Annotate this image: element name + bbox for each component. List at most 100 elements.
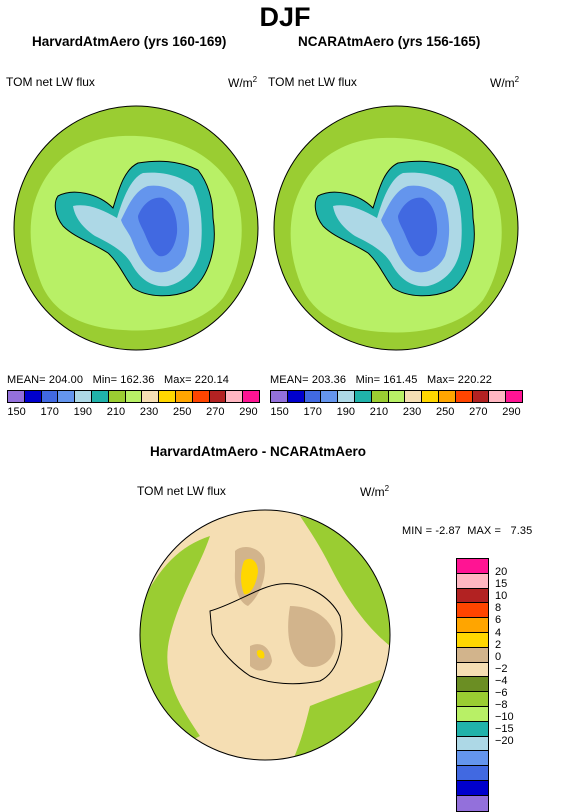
map-difference bbox=[139, 509, 391, 761]
colorbar-tick-label: −8 bbox=[495, 699, 508, 712]
colorbar-swatch bbox=[354, 391, 372, 402]
panel1-units: W/m2 bbox=[228, 75, 258, 90]
colorbar-swatch bbox=[142, 391, 160, 402]
colorbar-tick-label: 270 bbox=[206, 406, 225, 418]
colorbar-swatch bbox=[457, 766, 488, 781]
colorbar-swatch bbox=[75, 391, 92, 402]
colorbar-swatch bbox=[58, 391, 76, 402]
panel1-mean: MEAN= 204.00 bbox=[7, 374, 84, 386]
colorbar-swatch bbox=[388, 391, 406, 402]
colorbar-swatch bbox=[243, 391, 259, 402]
colorbar-difference-labels: 20 15 10 8 6 4 2 0 −2 −4 −6 −8 −10 −15 −20 bbox=[495, 566, 535, 766]
colorbar-tick-label: 15 bbox=[495, 578, 508, 591]
colorbar-swatch bbox=[457, 751, 488, 767]
colorbar-swatch bbox=[455, 391, 473, 402]
colorbar-ncar bbox=[270, 390, 523, 403]
colorbar-tick-label: 210 bbox=[106, 406, 126, 418]
colorbar-tick-label: 270 bbox=[469, 406, 488, 418]
colorbar-tick-label: 190 bbox=[336, 406, 355, 418]
colorbar-tick-label: 4 bbox=[495, 626, 502, 639]
colorbar-swatch bbox=[457, 588, 488, 604]
colorbar-swatch bbox=[457, 795, 488, 811]
colorbar-difference bbox=[456, 558, 489, 812]
colorbar-tick-label: 20 bbox=[495, 566, 508, 578]
panel2-stats: MEAN= 203.36 Min= 161.45 Max= 220.22 bbox=[270, 374, 492, 386]
panel2-title: NCARAtmAero (yrs 156-165) bbox=[298, 34, 481, 49]
colorbar-tick-label: 250 bbox=[436, 406, 455, 418]
colorbar-harvard bbox=[7, 390, 260, 403]
colorbar-swatch bbox=[192, 391, 210, 402]
panel2-mean: MEAN= 203.36 bbox=[270, 374, 347, 386]
colorbar-swatch bbox=[175, 391, 193, 402]
colorbar-swatch bbox=[457, 662, 488, 678]
colorbar-swatch bbox=[41, 391, 59, 402]
colorbar-swatch bbox=[287, 391, 305, 402]
colorbar-ncar-ticks: 150 170 190 210 230 250 270 290 bbox=[263, 406, 528, 418]
colorbar-tick-label: 190 bbox=[73, 406, 92, 418]
figure-title: DJF bbox=[259, 2, 311, 32]
diff-title: HarvardAtmAero - NCARAtmAero bbox=[150, 444, 367, 459]
colorbar-swatch bbox=[271, 391, 288, 402]
colorbar-tick-label: 10 bbox=[495, 590, 508, 603]
colorbar-tick-label: 0 bbox=[495, 650, 502, 663]
colorbar-tick-label: 150 bbox=[7, 406, 26, 418]
colorbar-tick-label: 210 bbox=[369, 406, 389, 418]
colorbar-tick-label: 230 bbox=[139, 406, 159, 418]
colorbar-swatch bbox=[209, 391, 227, 402]
colorbar-swatch bbox=[457, 677, 488, 693]
map-harvard bbox=[13, 105, 259, 351]
colorbar-swatch bbox=[91, 391, 109, 402]
colorbar-tick-label: 230 bbox=[402, 406, 422, 418]
diff-units: W/m2 bbox=[360, 484, 390, 499]
colorbar-tick-label: 290 bbox=[239, 406, 258, 418]
colorbar-swatch bbox=[321, 391, 339, 402]
colorbar-tick-label: 290 bbox=[502, 406, 521, 418]
panel2-max: Max= 220.22 bbox=[427, 374, 493, 386]
colorbar-swatch bbox=[457, 559, 488, 574]
colorbar-swatch bbox=[422, 391, 439, 402]
colorbar-tick-label: −15 bbox=[495, 723, 514, 736]
colorbar-tick-label: −6 bbox=[495, 687, 508, 699]
colorbar-swatch bbox=[457, 736, 488, 752]
colorbar-swatch bbox=[371, 391, 389, 402]
panel1-max: Max= 220.14 bbox=[164, 374, 230, 386]
colorbar-tick-label: −4 bbox=[495, 674, 508, 687]
colorbar-swatch bbox=[304, 391, 322, 402]
colorbar-swatch bbox=[24, 391, 42, 402]
colorbar-swatch bbox=[405, 391, 423, 402]
colorbar-swatch bbox=[457, 647, 488, 663]
colorbar-swatch bbox=[457, 618, 488, 633]
colorbar-tick-label: 150 bbox=[270, 406, 289, 418]
panel1-min: Min= 162.36 bbox=[92, 374, 155, 386]
colorbar-swatch bbox=[489, 391, 507, 402]
colorbar-swatch bbox=[438, 391, 456, 402]
colorbar-tick-label: 170 bbox=[303, 406, 322, 418]
panel1-variable-label: TOM net LW flux bbox=[6, 75, 95, 89]
colorbar-swatch bbox=[226, 391, 244, 402]
colorbar-swatch bbox=[457, 573, 488, 589]
colorbar-swatch bbox=[472, 391, 490, 402]
colorbar-swatch bbox=[338, 391, 355, 402]
colorbar-harvard-ticks: 150 170 190 210 230 250 270 290 bbox=[0, 406, 265, 418]
panel2-units: W/m2 bbox=[490, 75, 520, 90]
colorbar-swatch bbox=[457, 706, 488, 722]
colorbar-swatch bbox=[108, 391, 126, 402]
colorbar-tick-label: 6 bbox=[495, 614, 502, 627]
panel1-title: HarvardAtmAero (yrs 160-169) bbox=[32, 34, 227, 49]
colorbar-tick-label: −2 bbox=[495, 662, 508, 675]
panel2-min: Min= 161.45 bbox=[355, 374, 418, 386]
panel1-stats: MEAN= 204.00 Min= 162.36 Max= 220.14 bbox=[7, 374, 229, 386]
panel2-variable-label: TOM net LW flux bbox=[268, 75, 357, 89]
colorbar-tick-label: −20 bbox=[495, 735, 514, 748]
diff-minmax: MIN = -2.87 MAX = 7.35 bbox=[402, 525, 533, 537]
colorbar-swatch bbox=[457, 632, 488, 648]
colorbar-swatch bbox=[506, 391, 522, 402]
colorbar-swatch bbox=[159, 391, 176, 402]
colorbar-tick-label: 2 bbox=[495, 638, 502, 651]
colorbar-swatch bbox=[125, 391, 143, 402]
colorbar-tick-label: 8 bbox=[495, 602, 502, 615]
colorbar-swatch bbox=[457, 692, 488, 707]
colorbar-swatch bbox=[8, 391, 25, 402]
colorbar-tick-label: 170 bbox=[40, 406, 59, 418]
colorbar-swatch bbox=[457, 721, 488, 737]
